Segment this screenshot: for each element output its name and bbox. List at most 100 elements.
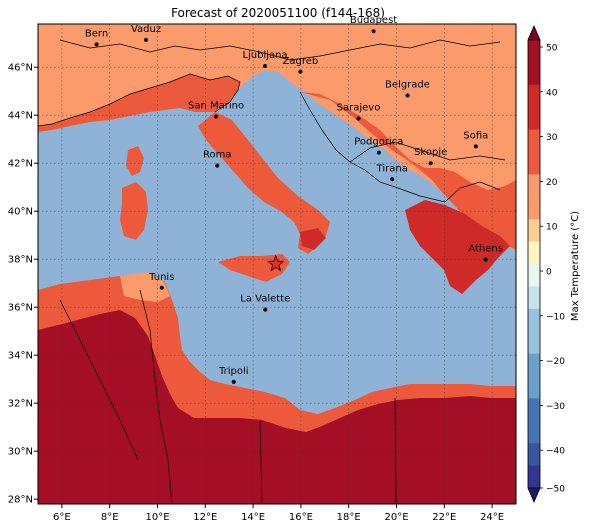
y-tick-label: 30°N xyxy=(8,447,33,458)
city-marker: San Marino xyxy=(188,101,244,119)
city-dot xyxy=(405,93,410,98)
colorbar-band xyxy=(528,353,540,377)
city-dot xyxy=(483,257,488,262)
city-label: Tunis xyxy=(148,272,174,283)
city-dot xyxy=(263,307,268,312)
colorbar-band xyxy=(528,443,540,467)
colorbar-band xyxy=(528,420,540,444)
city-marker: Belgrade xyxy=(385,80,430,98)
colorbar-band xyxy=(528,308,540,332)
colorbar: 50 40 30 20 10 0 −10 −20 −30 −40 −50 xyxy=(527,24,565,504)
city-label: Podgorica xyxy=(354,137,403,148)
city-dot xyxy=(263,64,268,68)
y-tick-label: 36°N xyxy=(8,303,33,314)
y-tick-label: 28°N xyxy=(8,495,33,506)
land-calabria-warm xyxy=(300,228,326,250)
city-dot xyxy=(214,114,219,119)
city-label: Sofia xyxy=(463,130,488,141)
land-north-warm xyxy=(38,74,240,132)
colorbar-band xyxy=(528,286,540,310)
colorbar-tick-label: −20 xyxy=(546,357,565,367)
city-marker: Skopje xyxy=(414,147,447,166)
land-sahara-hot xyxy=(38,310,516,504)
colorbar-band xyxy=(528,241,540,265)
star-marker xyxy=(267,254,285,272)
colorbar-band xyxy=(528,465,540,489)
city-marker: Sofia xyxy=(463,130,488,149)
colorbar-tick-label: 30 xyxy=(546,133,558,143)
colorbar-frame xyxy=(527,39,541,489)
city-dot xyxy=(144,37,149,42)
city-label: Tripoli xyxy=(218,366,249,377)
land-corsica xyxy=(126,146,144,176)
colorbar-band xyxy=(528,40,540,63)
city-marker: Zagreb xyxy=(283,56,319,74)
x-tick-label: 20°E xyxy=(384,512,408,523)
city-label: Tirana xyxy=(376,163,408,174)
colorbar-band xyxy=(528,62,540,86)
city-label: Skopje xyxy=(414,147,447,158)
city-marker: Tunis xyxy=(148,272,174,290)
city-dot xyxy=(371,29,376,34)
colorbar-tick-label: 10 xyxy=(546,223,558,233)
city-marker: Athens xyxy=(468,244,503,262)
colorbar-tick-label: −40 xyxy=(546,447,565,457)
city-dot xyxy=(376,150,381,155)
land-tunisia-mild xyxy=(120,272,170,302)
colorbar-tick-label: 20 xyxy=(546,178,558,188)
city-dot xyxy=(428,161,433,166)
city-dot xyxy=(159,285,164,290)
x-tick-label: 10°E xyxy=(145,512,169,523)
x-tick-label: 24°E xyxy=(480,512,504,523)
country-borders xyxy=(38,39,506,504)
city-marker: La Valette xyxy=(240,294,290,312)
city-dot xyxy=(473,144,478,149)
city-marker: Ljubljana xyxy=(242,50,288,68)
land-greece xyxy=(405,200,510,294)
x-tick-label: 6°E xyxy=(53,512,71,523)
y-tick-label: 34°N xyxy=(8,351,33,362)
city-label: Budapest xyxy=(350,15,397,26)
colorbar-tick-label: 0 xyxy=(546,268,552,278)
city-marker: Bern xyxy=(85,28,108,47)
city-marker: Tripoli xyxy=(218,366,249,384)
colorbar-band xyxy=(528,376,540,399)
city-dot xyxy=(298,69,303,74)
city-marker: Roma xyxy=(203,150,232,168)
x-tick-label: 16°E xyxy=(289,512,313,523)
y-tick-label: 32°N xyxy=(8,399,33,410)
y-tick-label: 40°N xyxy=(8,207,33,218)
city-dot xyxy=(356,116,361,121)
colorbar-band xyxy=(528,152,540,175)
city-dot xyxy=(94,42,99,47)
colorbar-band xyxy=(528,398,540,422)
city-dot xyxy=(215,163,220,168)
land-balkan-warm xyxy=(300,92,516,250)
colorbar-band xyxy=(528,107,540,131)
city-marker: Tirana xyxy=(376,163,408,182)
colorbar-label: Max Temperature (°C) xyxy=(570,211,581,321)
city-label: San Marino xyxy=(188,101,244,112)
colorbar-band xyxy=(528,331,540,355)
colorbar-band xyxy=(528,219,540,243)
city-label: Zagreb xyxy=(283,56,319,67)
city-marker: Vaduz xyxy=(131,24,161,42)
colorbar-band xyxy=(528,129,540,153)
city-dot xyxy=(231,379,236,384)
y-tick-label: 46°N xyxy=(8,63,33,74)
colorbar-band xyxy=(528,196,540,220)
city-marker: Budapest xyxy=(350,15,397,34)
city-label: Athens xyxy=(468,244,503,255)
city-label: Belgrade xyxy=(385,80,430,91)
city-label: Vaduz xyxy=(131,24,161,35)
colorbar-extend-top xyxy=(527,24,541,41)
land-italy xyxy=(198,112,330,254)
x-tick-label: 22°E xyxy=(432,512,456,523)
y-tick-label: 42°N xyxy=(8,159,33,170)
city-label: Ljubljana xyxy=(242,50,287,61)
colorbar-extend-bottom xyxy=(527,487,541,504)
city-marker: Sarajevo xyxy=(337,103,381,121)
city-label: Sarajevo xyxy=(337,103,381,114)
y-tick-label: 38°N xyxy=(8,255,33,266)
